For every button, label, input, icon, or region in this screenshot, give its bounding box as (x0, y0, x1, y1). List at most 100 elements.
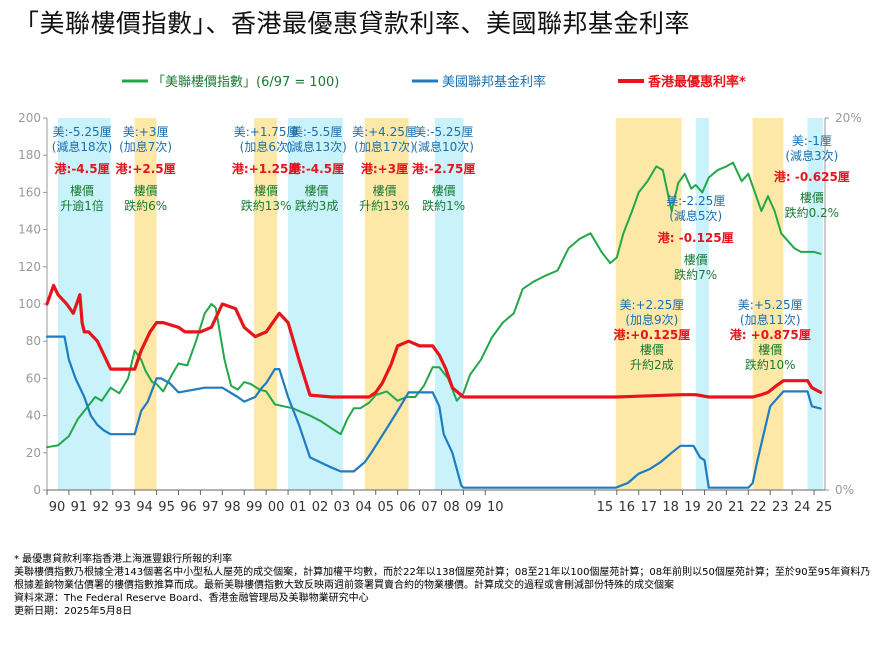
x-tick-label: 96 (180, 500, 197, 515)
annotation-5-prime: 港:-2.75厘 (412, 161, 475, 176)
annotations: 美:-5.25厘(減息18次)港:-4.5厘樓價升逾1倍美:+3厘(加息7次)港… (52, 125, 850, 372)
y-left-tick-label: 0 (33, 483, 41, 497)
y-left-tick-label: 20 (26, 446, 41, 460)
annotation-9-index: 跌約0.2% (785, 205, 840, 220)
x-tick-label: 93 (114, 500, 131, 515)
legend: 「美聯樓價指數」(6/97 = 100) 美國聯邦基金利率 香港最優惠利率* (122, 74, 746, 90)
y-left-tick-label: 100 (18, 297, 41, 311)
y-right-tick-label: 0% (835, 483, 854, 497)
footnote-prime-rate: * 最優惠貸款利率指香港上海滙豐銀行所報的利率 (14, 554, 233, 565)
x-tick-label: 90 (49, 500, 66, 515)
legend-label-index: 「美聯樓價指數」(6/97 = 100) (152, 75, 339, 90)
annotation-4-fed: 美:+4.25厘 (352, 125, 417, 139)
annotation-8-fed: (加息11次) (740, 312, 801, 327)
band-hike-2 (254, 118, 278, 490)
annotation-4-index: 樓價 (372, 183, 396, 198)
x-tick-label: 05 (377, 500, 394, 515)
annotation-6-index: 升約2成 (630, 357, 674, 372)
x-tick-label: 20 (706, 500, 723, 515)
band-cut-9 (807, 118, 823, 490)
x-tick-label: 94 (136, 500, 153, 515)
annotation-8-fed: 美:+5.25厘 (738, 298, 803, 312)
annotation-7-index: 樓價 (684, 252, 708, 267)
annotation-7-index: 跌約7% (674, 267, 717, 282)
annotation-2-index: 樓價 (254, 183, 278, 198)
annotation-7-fed: 美:-2.25厘 (666, 194, 725, 208)
x-tick-label: 97 (202, 500, 219, 515)
annotation-1-fed: (加息7次) (119, 139, 172, 154)
y-left-tick-label: 160 (18, 185, 41, 199)
series-line-prime (45, 283, 823, 399)
x-tick-label: 92 (93, 500, 110, 515)
x-tick-label: 23 (772, 500, 789, 515)
x-tick-label: 17 (640, 500, 657, 515)
series-line-index (46, 161, 822, 449)
annotation-0-index: 樓價 (70, 183, 94, 198)
annotation-1-fed: 美:+3厘 (123, 125, 169, 139)
annotation-5-index: 跌約1% (422, 198, 465, 213)
annotation-2-fed: 美:+1.75厘 (234, 125, 299, 139)
annotation-2-fed: (加息6次) (240, 139, 293, 154)
annotation-9-index: 樓價 (800, 190, 824, 205)
x-tick-label: 04 (356, 500, 373, 515)
x-tick-label: 02 (312, 500, 329, 515)
annotation-3-index: 樓價 (305, 183, 329, 198)
annotation-6-index: 樓價 (640, 342, 664, 357)
annotation-9-fed: (減息3次) (785, 148, 838, 163)
band-cut-5 (434, 118, 464, 490)
band-hike-8 (752, 118, 784, 490)
x-tick-label: 07 (421, 500, 438, 515)
annotation-2-index: 跌約13% (241, 198, 292, 213)
annotation-0-index: 升逾1倍 (60, 198, 104, 213)
annotation-3-fed: 美:-5.5厘 (291, 125, 342, 139)
annotation-1-index: 樓價 (134, 183, 158, 198)
series-line-fed (45, 335, 822, 489)
band-hike-1 (134, 118, 157, 490)
x-tick-label: 16 (619, 500, 636, 515)
annotation-7-prime: 港: -0.125厘 (658, 230, 734, 245)
y-left-tick-label: 80 (26, 334, 41, 348)
annotation-0-fed: 美:-5.25厘 (53, 125, 112, 139)
annotation-7-fed: (減息5次) (669, 208, 722, 223)
x-tick-label: 18 (662, 500, 679, 515)
x-tick-label: 91 (71, 500, 88, 515)
footnotes: * 最優惠貸款利率指香港上海滙豐銀行所報的利率 美聯樓價指數乃根據全港143個著… (14, 553, 874, 618)
x-tick-label: 99 (246, 500, 263, 515)
band-cut-3 (288, 118, 343, 490)
chart-title: 「美聯樓價指數」、香港最優惠貸款利率、美國聯邦基金利率 (14, 9, 691, 38)
y-left-tick-label: 180 (18, 148, 41, 162)
annotation-3-index: 跌約3成 (295, 198, 339, 213)
y-right-tick-label: 20% (835, 111, 862, 125)
annotation-4-fed: (加息17次) (354, 139, 415, 154)
annotation-2-prime: 港:+1.25厘 (232, 161, 300, 176)
annotation-8-index: 樓價 (758, 342, 782, 357)
x-tick-label: 21 (728, 500, 745, 515)
y-left-tick-label: 40 (26, 409, 41, 423)
footnote-source: 資料來源：The Federal Reserve Board、香港金融管理局及美… (14, 593, 369, 604)
annotation-9-prime: 港: -0.625厘 (774, 169, 850, 184)
annotation-1-prime: 港:+2.5厘 (116, 161, 176, 176)
annotation-0-prime: 港:-4.5厘 (55, 161, 110, 176)
annotation-4-index: 升約13% (359, 198, 410, 213)
y-left-tick-label: 200 (18, 111, 41, 125)
y-left-tick-label: 60 (26, 371, 41, 385)
x-tick-label: 15 (597, 500, 614, 515)
annotation-5-fed: 美:-5.25厘 (414, 125, 473, 139)
annotation-6-prime: 港:+0.125厘 (613, 327, 690, 342)
annotation-6-fed: 美:+2.25厘 (619, 298, 684, 312)
annotation-9-fed: 美:-1厘 (792, 134, 832, 148)
x-tick-label: 25 (816, 500, 833, 515)
annotation-6-fed: (加息9次) (625, 312, 678, 327)
x-tick-label: 95 (158, 500, 175, 515)
x-tick-label: 01 (290, 500, 307, 515)
annotation-5-index: 樓價 (432, 183, 456, 198)
annotation-5-fed: (減息10次) (413, 139, 474, 154)
x-tick-label: 10 (487, 500, 504, 515)
footnote-index-method: 美聯樓價指數乃根據全港143個著名中小型私人屋苑的成交個案，計算加權平均數，而於… (14, 567, 871, 591)
footnote-update-date: 更新日期：2025年5月8日 (14, 606, 133, 617)
x-tick-label: 06 (399, 500, 416, 515)
y-left-tick-label: 120 (18, 260, 41, 274)
annotation-8-prime: 港: +0.875厘 (730, 327, 811, 342)
annotation-3-prime: 港:-4.5厘 (289, 161, 344, 176)
